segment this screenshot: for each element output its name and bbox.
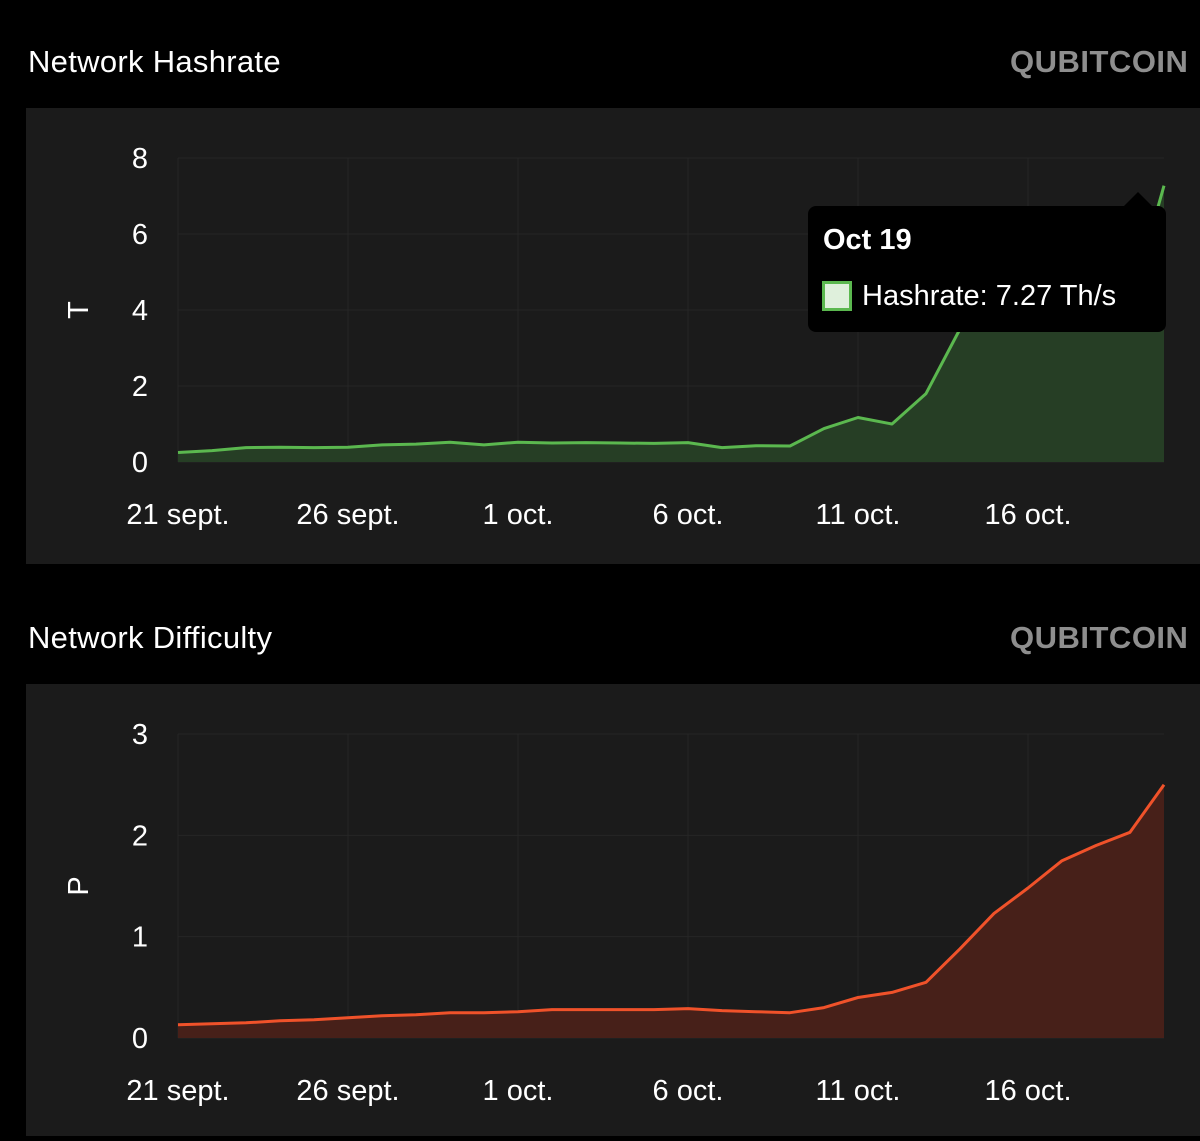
difficulty-section-header: Network Difficulty QUBITCOIN — [0, 576, 1200, 655]
hashrate-y-tick-label: 2 — [132, 371, 148, 403]
hashrate-chart-title: Network Hashrate — [28, 44, 281, 79]
difficulty-chart-title: Network Difficulty — [28, 620, 273, 655]
difficulty-x-tick-label: 21 sept. — [126, 1075, 229, 1107]
hashrate-chart-panel[interactable]: 0 2 4 6 8 21 sept. 26 sept. 1 oct. 6 oct. 11 oct.… — [26, 108, 1200, 564]
difficulty-y-tick-label: 2 — [132, 820, 148, 852]
hashrate-x-tick-label: 11 oct. — [816, 499, 901, 531]
difficulty-y-tick-label: 1 — [132, 922, 148, 954]
tooltip-arrow — [1124, 192, 1152, 206]
difficulty-x-tick-label: 26 sept. — [296, 1075, 399, 1107]
difficulty-brand-label: QUBITCOIN — [1010, 620, 1189, 655]
hashrate-tooltip: Oct 19 Hashrate: 7.27 Th/s — [808, 206, 1166, 332]
difficulty-chart[interactable]: 0 1 2 3 21 sept. 26 sept. 1 oct. 6 oct. 11 oct. 1… — [26, 684, 1200, 1136]
hashrate-x-tick-label: 6 oct. — [653, 499, 724, 531]
difficulty-x-tick-label: 11 oct. — [816, 1075, 901, 1107]
hashrate-section-header: Network Hashrate QUBITCOIN — [0, 0, 1200, 79]
hashrate-brand-label: QUBITCOIN — [1010, 44, 1189, 79]
hashrate-chart[interactable]: 0 2 4 6 8 21 sept. 26 sept. 1 oct. 6 oct. 11 oct.… — [26, 108, 1200, 564]
hashrate-y-tick-label: 8 — [132, 143, 148, 175]
tooltip-series-swatch — [822, 281, 852, 311]
hashrate-y-tick-label: 0 — [132, 447, 148, 479]
difficulty-chart-panel[interactable]: 0 1 2 3 21 sept. 26 sept. 1 oct. 6 oct. 11 oct. 1… — [26, 684, 1200, 1136]
difficulty-x-tick-label: 6 oct. — [653, 1075, 724, 1107]
hashrate-x-tick-label: 26 sept. — [296, 499, 399, 531]
hashrate-series-area — [178, 185, 1164, 462]
difficulty-series-line[interactable] — [177, 783, 1166, 1027]
difficulty-x-tick-label: 1 oct. — [483, 1075, 554, 1107]
tooltip-title: Oct 19 — [823, 224, 912, 256]
hashrate-x-tick-label: 16 oct. — [984, 499, 1071, 531]
hashrate-y-tick-label: 4 — [132, 295, 148, 327]
difficulty-series-area — [178, 784, 1164, 1038]
difficulty-y-tick-label: 3 — [132, 719, 148, 751]
hashrate-x-tick-label: 21 sept. — [126, 499, 229, 531]
hashrate-x-tick-label: 1 oct. — [483, 499, 554, 531]
difficulty-x-tick-label: 16 oct. — [984, 1075, 1071, 1107]
difficulty-y-tick-label: 0 — [132, 1023, 148, 1055]
hashrate-y-tick-label: 6 — [132, 219, 148, 251]
tooltip-value-label: Hashrate: 7.27 Th/s — [862, 280, 1117, 312]
hashrate-y-axis-label: T — [63, 301, 95, 319]
difficulty-y-axis-label: P — [63, 876, 95, 895]
